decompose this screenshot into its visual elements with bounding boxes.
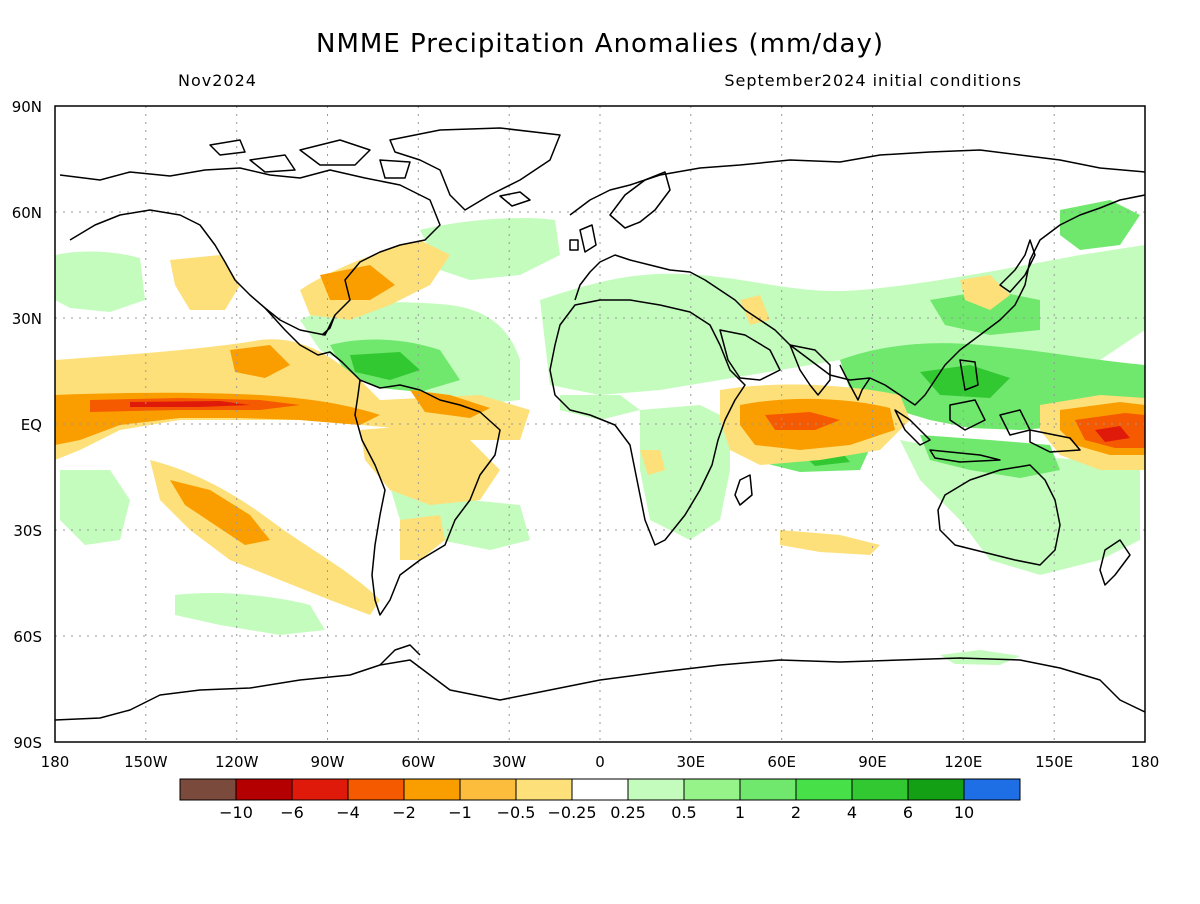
valid-month-label: Nov2024 [178,71,257,90]
colorbar-label: 0.25 [610,803,646,822]
map-frame [54,105,1146,743]
map-title: NMME Precipitation Anomalies (mm/day) [316,29,884,59]
colorbar-label: 10 [954,803,974,822]
colorbar: −10 −6 −4 −2 −1 −0.5 −0.25 0.25 0.5 1 2 4 6 10 [179,778,1021,822]
colorbar-labels: −10 −6 −4 −2 −1 −0.5 −0.25 0.25 0.5 1 2 4 6 10 [219,803,974,822]
colorbar-swatch [851,778,909,801]
colorbar-label: −4 [336,803,360,822]
colorbar-label: 2 [791,803,801,822]
colorbar-label: 0.5 [671,803,696,822]
lat-label: 30N [12,310,42,328]
colorbar-label: −10 [219,803,253,822]
latitude-labels: 90N 60N 30N EQ 30S 60S 90S [12,98,42,752]
initial-conditions-label: September2024 initial conditions [724,71,1022,90]
colorbar-swatch [683,778,741,801]
antarctica-coast [55,657,1145,721]
colorbar-swatch [179,778,237,801]
lon-label: 150W [124,753,168,771]
lon-label: 0 [595,753,605,771]
colorbar-swatch [907,778,965,801]
colorbar-label: −0.5 [497,803,536,822]
lat-label: 90N [12,98,42,116]
longitude-labels: 180 150W 120W 90W 60W 30W 0 30E 60E 90E … [41,753,1160,771]
colorbar-label: 4 [847,803,857,822]
colorbar-swatch [235,778,293,801]
dry-strong-regions [90,398,1145,448]
colorbar-swatch [347,778,405,801]
lon-label: 180 [41,753,70,771]
colorbar-label: 1 [735,803,745,822]
lon-label: 30E [677,753,706,771]
greenland-coast [389,127,561,211]
lon-label: 120W [215,753,259,771]
lat-label: EQ [21,416,42,434]
colorbar-swatch [739,778,797,801]
north-america-coast [59,167,441,336]
colorbar-swatch [403,778,461,801]
lon-label: 90E [858,753,887,771]
australia-coast [937,464,1061,566]
lat-label: 30S [13,522,42,540]
colorbar-swatch [571,778,629,801]
lat-label: 90S [13,734,42,752]
colorbar-swatch [515,778,573,801]
lon-label: 150E [1035,753,1073,771]
colorbar-label: −1 [448,803,472,822]
colorbar-swatch [459,778,517,801]
colorbar-swatch [963,778,1021,801]
colorbar-label: −6 [280,803,304,822]
graticule [55,106,1145,742]
colorbar-label: −0.25 [547,803,596,822]
colorbar-label: −2 [392,803,416,822]
colorbar-label: 6 [903,803,913,822]
lon-label: 120E [944,753,982,771]
lat-label: 60N [12,204,42,222]
lon-label: 60W [401,753,435,771]
lon-label: 60E [767,753,796,771]
colorbar-swatch [795,778,853,801]
lat-label: 60S [13,628,42,646]
colorbar-swatch [627,778,685,801]
lon-label: 180 [1131,753,1160,771]
coastlines [55,127,1145,721]
eurasia-coast [569,149,1145,216]
colorbar-swatches [179,778,1021,801]
south-america-coast [354,379,501,616]
lon-label: 30W [492,753,526,771]
anomaly-field [55,106,1145,742]
lon-label: 90W [311,753,345,771]
africa-coast [549,299,746,546]
colorbar-swatch [291,778,349,801]
